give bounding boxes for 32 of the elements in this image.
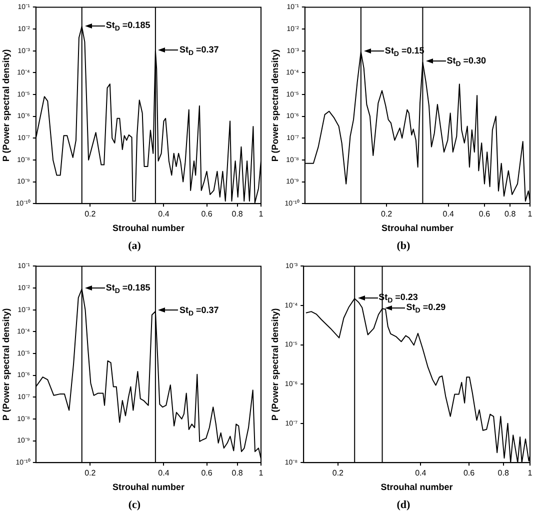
text: (a) (127, 239, 142, 254)
x-tick-label: 1 (528, 210, 533, 219)
x-tick-label: 0.2 (332, 468, 344, 478)
x-tick-label: 0.8 (498, 468, 510, 478)
x-tick-label: 1 (528, 468, 533, 478)
x-tick-label: 0.4 (415, 468, 427, 478)
x-tick-label: 1 (258, 210, 264, 219)
x-axis-title: Strouhal number (380, 482, 454, 492)
x-tick-label: 0.2 (381, 210, 393, 219)
x-tick-label: 0.6 (201, 468, 213, 478)
x-tick-label: 0.6 (201, 210, 213, 219)
x-tick-label: 0.6 (463, 468, 476, 478)
y-axis-title: P (Power spectral density) (270, 49, 280, 162)
x-axis-title: Strouhal number (112, 223, 185, 234)
x-tick-label: 1 (258, 468, 264, 478)
x-tick-label: 0.8 (232, 468, 244, 478)
y-axis-title: P (Power spectral density) (0, 49, 11, 162)
y-axis-title: P (Power spectral density) (270, 308, 280, 421)
x-axis-title: Strouhal number (112, 482, 185, 492)
text: (b) (396, 239, 412, 254)
x-tick-label: 0.8 (504, 210, 516, 219)
y-axis-title: P (Power spectral density) (0, 308, 11, 421)
x-axis-title: Strouhal number (381, 223, 454, 234)
x-tick-label: 0.4 (158, 468, 170, 478)
text: (c) (127, 498, 142, 513)
text: (d) (396, 498, 412, 513)
x-tick-label: 0.6 (478, 210, 491, 219)
x-tick-label: 0.8 (232, 210, 244, 219)
x-tick-label: 0.4 (442, 210, 454, 219)
x-tick-label: 0.2 (84, 210, 96, 219)
x-tick-label: 0.4 (158, 210, 170, 219)
x-tick-label: 0.2 (84, 468, 96, 478)
